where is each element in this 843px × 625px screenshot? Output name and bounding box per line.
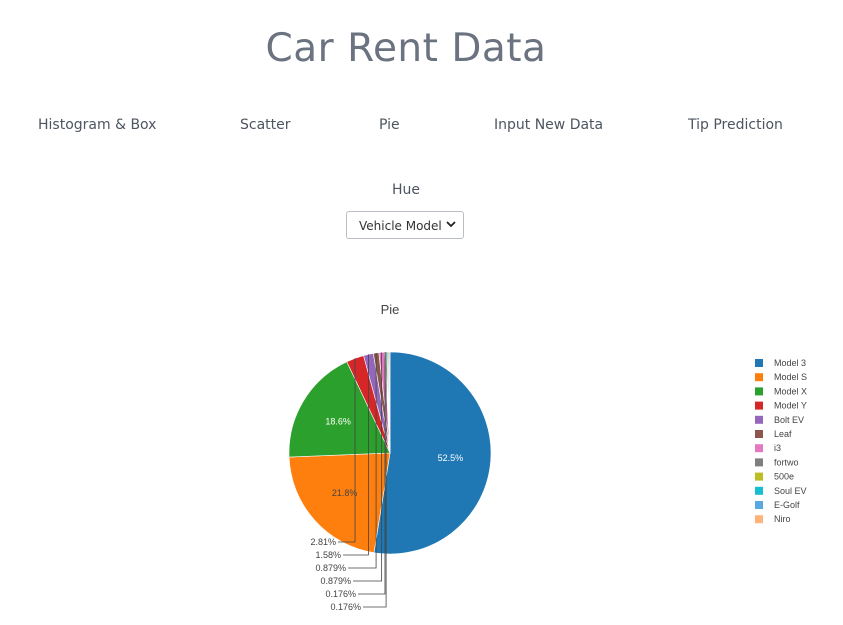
legend-label-niro[interactable]: Niro bbox=[774, 514, 791, 524]
chevron-down-icon bbox=[446, 221, 456, 228]
hue-select-value: Vehicle Model bbox=[359, 219, 442, 233]
legend-label-i3[interactable]: i3 bbox=[774, 443, 781, 453]
legend-label-leaf[interactable]: Leaf bbox=[774, 429, 792, 439]
legend-swatch-bolt-ev[interactable] bbox=[755, 415, 763, 424]
legend-label-e-golf[interactable]: E-Golf bbox=[774, 500, 800, 510]
leader-line-bolt-ev bbox=[343, 354, 369, 556]
chart-title: Pie bbox=[381, 302, 400, 317]
hue-select[interactable]: Vehicle Model bbox=[346, 211, 464, 239]
legend-label-bolt-ev[interactable]: Bolt EV bbox=[774, 415, 804, 425]
leader-line-fortwo bbox=[358, 352, 386, 595]
pie-label-bolt-ev: 1.58% bbox=[315, 550, 341, 560]
leader-line-leaf bbox=[348, 352, 377, 569]
nav-tabs: Histogram & Box Scatter Pie Input New Da… bbox=[0, 117, 843, 137]
chart-legend: Model 3 Model S Model X Model Y Bolt EV Leaf i… bbox=[755, 358, 807, 524]
tab-scatter[interactable]: Scatter bbox=[240, 117, 291, 133]
pie-label-model-3: 52.5% bbox=[438, 453, 464, 463]
pie-label-model-x: 18.6% bbox=[325, 417, 351, 427]
tab-pie[interactable]: Pie bbox=[379, 117, 400, 133]
pie-labels: 52.5% 21.8% 18.6% 2.81% 1.58% 0.879% 0.879% 0.1… bbox=[310, 352, 463, 612]
legend-swatch-e-golf[interactable] bbox=[755, 501, 763, 509]
legend-swatch-model-x[interactable] bbox=[755, 387, 763, 396]
legend-label-500e[interactable]: 500e bbox=[774, 472, 794, 482]
pie-slice-model-3 bbox=[373, 351, 492, 555]
legend-label-fortwo[interactable]: fortwo bbox=[774, 457, 799, 467]
legend-label-model-3[interactable]: Model 3 bbox=[774, 358, 806, 368]
tab-histogram-box[interactable]: Histogram & Box bbox=[38, 117, 157, 133]
page-title: Car Rent Data bbox=[265, 26, 547, 71]
leader-line-model-y bbox=[338, 358, 356, 543]
pie-label-leaf: 0.879% bbox=[315, 563, 346, 573]
pie-label-i3: 0.879% bbox=[320, 576, 351, 586]
legend-swatch-model-y[interactable] bbox=[755, 401, 763, 410]
pie-chart: Pie 52.5% 21.8% 18.6% 2.81% 1.58% 0.879% 0.879… bbox=[288, 302, 807, 612]
pie-slice-niro bbox=[388, 351, 391, 454]
pie-label-fortwo: 0.176% bbox=[325, 589, 356, 599]
hue-label: Hue bbox=[391, 182, 420, 198]
legend-label-model-s[interactable]: Model S bbox=[774, 372, 807, 382]
legend-swatch-500e[interactable] bbox=[755, 472, 763, 481]
legend-label-model-x[interactable]: Model X bbox=[774, 386, 807, 396]
legend-label-soul-ev[interactable]: Soul EV bbox=[774, 486, 807, 496]
tab-tip-prediction[interactable]: Tip Prediction bbox=[688, 117, 783, 133]
legend-swatch-model-3[interactable] bbox=[755, 359, 763, 367]
leader-line-i3 bbox=[353, 352, 383, 582]
legend-swatch-model-s[interactable] bbox=[755, 373, 763, 382]
tab-input-new-data[interactable]: Input New Data bbox=[494, 117, 604, 133]
legend-swatch-leaf[interactable] bbox=[755, 430, 763, 438]
legend-swatch-niro[interactable] bbox=[755, 515, 763, 524]
pie-label-500e: 0.176% bbox=[330, 602, 361, 612]
legend-swatch-soul-ev[interactable] bbox=[755, 486, 763, 495]
pie-label-model-y: 2.81% bbox=[310, 537, 336, 547]
pie-slice-model-s bbox=[288, 452, 391, 554]
leader-line-500e bbox=[363, 352, 387, 608]
legend-swatch-i3[interactable] bbox=[755, 444, 763, 453]
legend-label-model-y[interactable]: Model Y bbox=[774, 401, 807, 411]
legend-swatch-fortwo[interactable] bbox=[755, 458, 763, 467]
pie-slice-model-x bbox=[288, 361, 391, 458]
pie-label-model-s: 21.8% bbox=[332, 488, 358, 498]
